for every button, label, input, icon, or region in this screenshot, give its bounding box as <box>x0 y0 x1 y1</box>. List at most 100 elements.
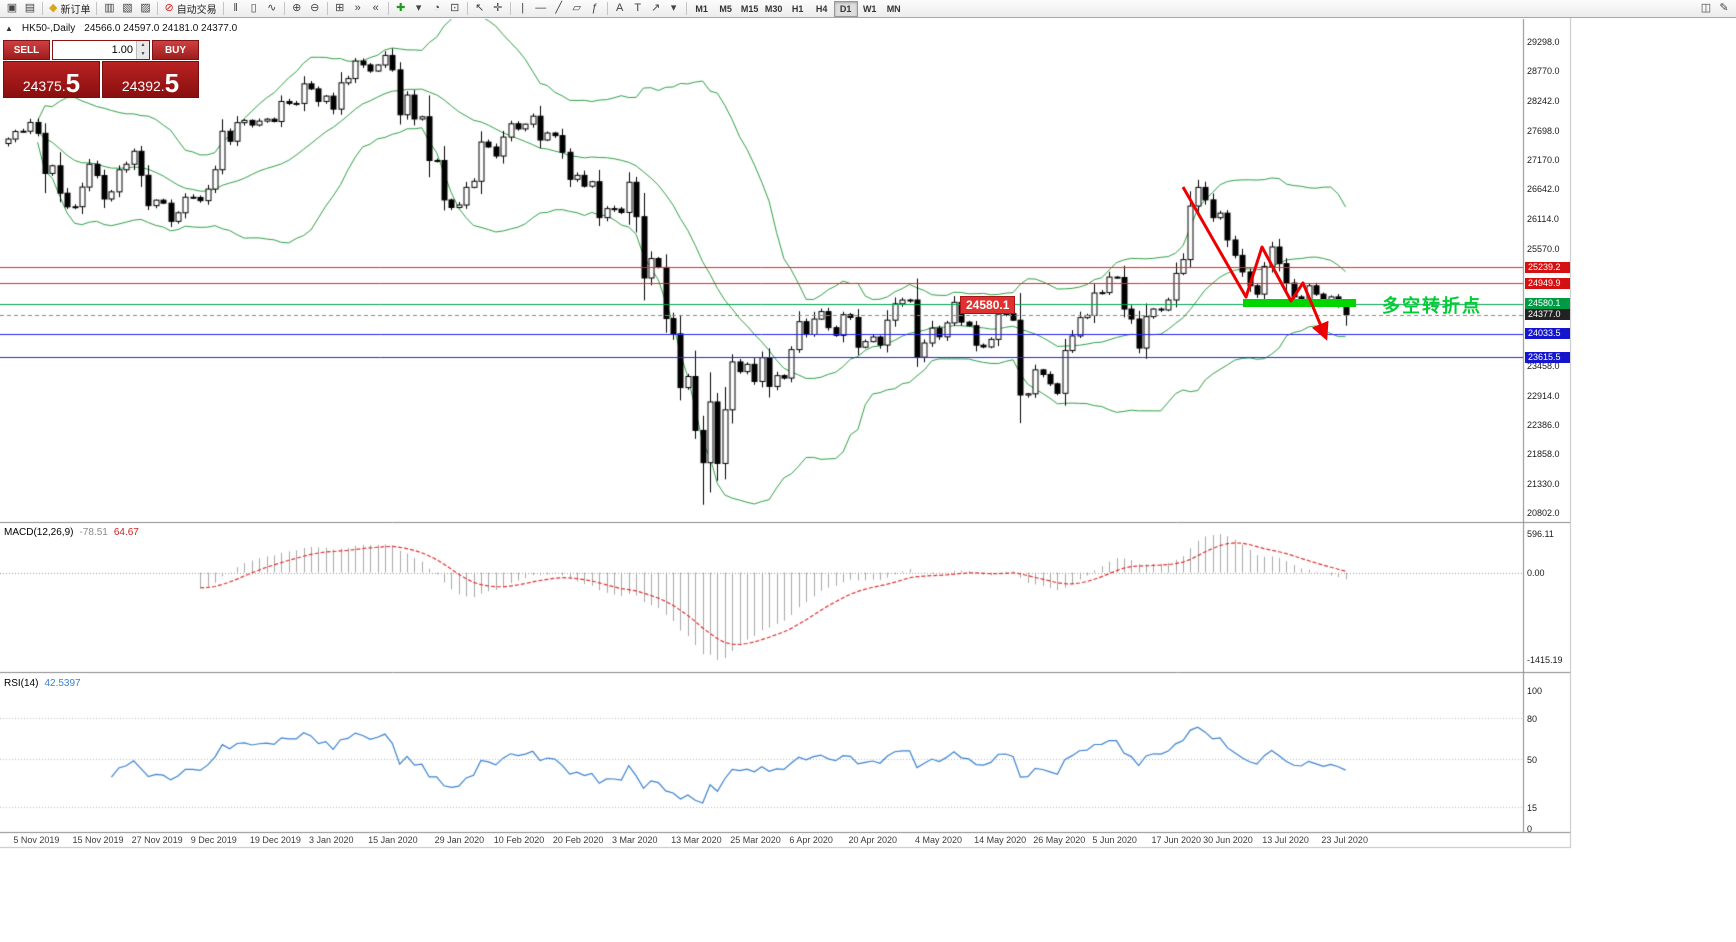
periods-icon: ◔ <box>433 2 441 14</box>
line-chart-button[interactable]: ∿ <box>263 1 281 17</box>
tf-M30-button[interactable]: M30 <box>762 1 786 17</box>
toolbar-separator <box>96 2 98 15</box>
periods-button[interactable]: ◔ <box>428 1 446 17</box>
new-chart-button[interactable]: ▣ <box>3 1 21 17</box>
new-order-label: 新订单 <box>60 5 91 16</box>
bar-chart-button[interactable]: ‖ <box>227 1 245 17</box>
channel-tool-icon: ▱ <box>572 2 581 14</box>
text-tool-icon: A <box>616 2 624 14</box>
toolbar-right-group: ◫ ✎ <box>1697 1 1733 17</box>
volume-stepper: ▲ ▼ <box>136 41 149 59</box>
zoom-in-icon: ⊕ <box>292 2 302 14</box>
navigator-button[interactable]: ▧ <box>118 1 136 17</box>
zoom-out-button[interactable]: ⊖ <box>306 1 324 17</box>
sell-price-big-digit: 5 <box>65 68 81 98</box>
indicators-icon: ✚ <box>396 2 406 14</box>
fibonacci-tool-button[interactable]: ƒ <box>586 1 604 17</box>
autotrading-label: 自动交易 <box>176 5 217 16</box>
rsi-indicator-label: RSI(14) 42.5397 <box>4 678 81 689</box>
bar-chart-icon: ‖ <box>233 2 238 14</box>
sell-price-value: 24375. <box>22 78 66 94</box>
candlestick-chart-button[interactable]: ▯ <box>245 1 263 17</box>
autotrading-button[interactable]: ⊘ 自动交易 <box>161 1 219 17</box>
new-order-icon: ◆ <box>49 2 58 14</box>
turning-point-annotation[interactable]: 多空转折点 <box>1382 296 1482 316</box>
grid-button[interactable]: ⊞ <box>331 1 349 17</box>
toolbar-separator <box>387 2 389 15</box>
toolbar-separator <box>466 2 468 15</box>
trendline-tool-button[interactable]: ╱ <box>550 1 568 17</box>
indicators-button[interactable]: ✚ <box>392 1 410 17</box>
new-order-button[interactable]: ◆ 新订单 <box>46 1 93 17</box>
sell-price-display[interactable]: 24375. 5 <box>3 61 100 98</box>
grid-icon: ⊞ <box>335 2 345 14</box>
label-tool-icon: T <box>634 2 642 14</box>
arrows-tool-button[interactable]: ↗ <box>647 1 665 17</box>
market-watch-button[interactable]: ▥ <box>100 1 118 17</box>
terminal-icon: ▨ <box>140 2 151 14</box>
arrows-list-icon: ▾ <box>670 2 677 14</box>
arrows-tool-icon: ↗ <box>651 2 661 14</box>
buy-price-display[interactable]: 24392. 5 <box>102 61 199 98</box>
crosshair-icon: ✛ <box>493 2 503 14</box>
trendline-tool-icon: ╱ <box>555 2 562 14</box>
buy-button[interactable]: BUY <box>152 40 199 60</box>
tf-H1-button[interactable]: H1 <box>786 1 810 17</box>
toolbar-separator <box>42 2 43 15</box>
chart-edit-icon: ✎ <box>1719 2 1729 14</box>
text-tool-button[interactable]: A <box>611 1 629 17</box>
profiles-icon: ▤ <box>24 2 36 14</box>
cursor-button[interactable]: ↖ <box>471 1 489 17</box>
terminal-button[interactable]: ▨ <box>136 1 154 17</box>
zoom-out-icon: ⊖ <box>310 2 320 14</box>
chart-title: ▲ HK50-,Daily 24566.0 24597.0 24181.0 24… <box>5 23 237 34</box>
navigator-icon: ▧ <box>122 2 133 14</box>
buy-price-big-digit: 5 <box>164 68 180 98</box>
volume-decrease-button[interactable]: ▼ <box>137 50 149 59</box>
chart-shift-button[interactable]: « <box>367 1 385 17</box>
tf-M1-button[interactable]: M1 <box>690 1 714 17</box>
label-tool-button[interactable]: T <box>629 1 647 17</box>
tf-H4-button[interactable]: H4 <box>810 1 834 17</box>
vertical-line-tool-icon: | <box>521 2 525 14</box>
one-click-toggle-icon[interactable]: ▲ <box>5 24 13 33</box>
auto-scroll-button[interactable]: » <box>349 1 367 17</box>
tf-M5-button[interactable]: M5 <box>714 1 738 17</box>
tf-D1-button[interactable]: D1 <box>833 0 858 17</box>
docking-button[interactable]: ◫ <box>1697 1 1715 17</box>
candlestick-chart-icon: ▯ <box>250 2 257 14</box>
one-click-trading-panel: SELL ▲ ▼ BUY 24375.5 24392.5 <box>3 40 199 98</box>
tf-MN-button[interactable]: MN <box>882 1 906 17</box>
profiles-button[interactable]: ▤ <box>21 1 39 17</box>
horizontal-line-tool-button[interactable]: ― <box>532 1 550 17</box>
templates-button[interactable]: ⊡ <box>446 1 464 17</box>
toolbar-separator <box>685 2 687 15</box>
channel-tool-button[interactable]: ▱ <box>568 1 586 17</box>
toolbar-separator <box>606 2 608 15</box>
indicators-list-button[interactable]: ▾ <box>410 1 428 17</box>
crosshair-button[interactable]: ✛ <box>489 1 507 17</box>
chart-edit-button[interactable]: ✎ <box>1715 1 1733 17</box>
zoom-in-button[interactable]: ⊕ <box>288 1 306 17</box>
toolbar-separator <box>283 2 285 15</box>
chart-symbol-period: HK50-,Daily <box>21 23 76 34</box>
tf-M15-button[interactable]: M15 <box>738 1 762 17</box>
rsi-name: RSI(14) <box>4 678 39 689</box>
tf-W1-button[interactable]: W1 <box>858 1 882 17</box>
vertical-line-tool-button[interactable]: | <box>514 1 532 17</box>
autotrading-icon: ⊘ <box>164 2 174 14</box>
horizontal-line-tool-icon: ― <box>535 2 547 14</box>
sell-button[interactable]: SELL <box>3 40 50 60</box>
arrows-list-button[interactable]: ▾ <box>665 1 683 17</box>
volume-input[interactable] <box>53 41 136 59</box>
toolbar-separator <box>222 2 224 15</box>
price-annotation-tag[interactable]: 24580.1 <box>960 296 1016 314</box>
volume-control: ▲ ▼ <box>52 40 150 60</box>
volume-increase-button[interactable]: ▲ <box>137 41 149 50</box>
toolbar-separator <box>326 2 328 15</box>
macd-main-value: -78.51 <box>79 527 108 538</box>
new-chart-icon: ▣ <box>6 2 18 14</box>
support-zone-highlight[interactable] <box>1243 299 1356 307</box>
